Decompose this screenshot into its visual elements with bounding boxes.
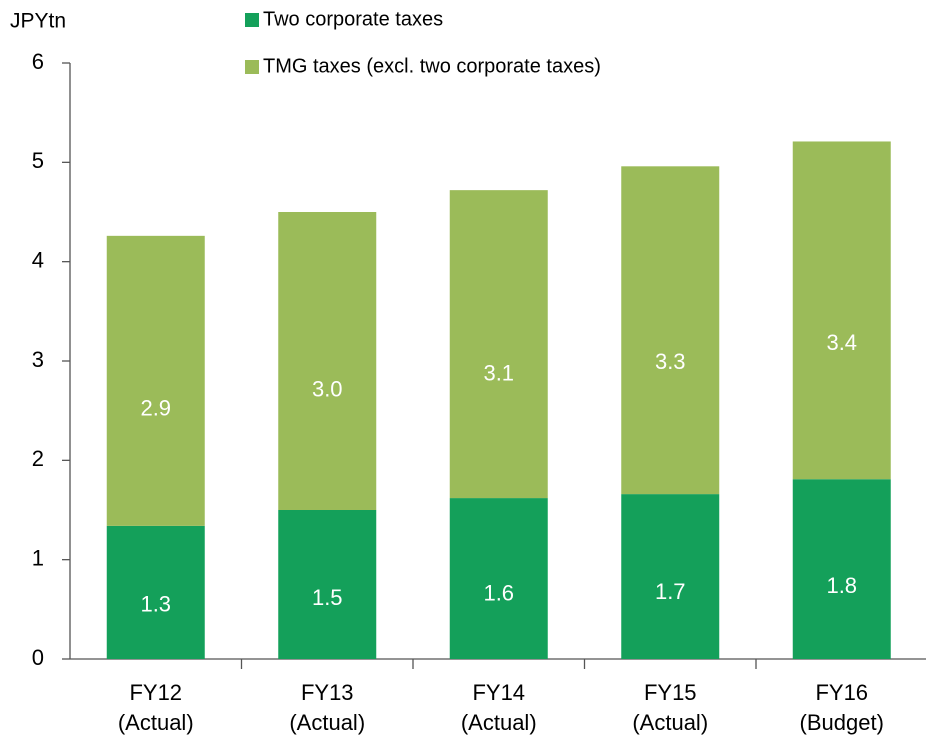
data-label: 3.3	[655, 349, 686, 374]
data-label: 1.7	[655, 579, 686, 604]
x-tick-label: (Actual)	[632, 710, 708, 735]
data-label: 1.6	[483, 580, 514, 605]
x-tick-label: FY14	[472, 680, 525, 705]
x-tick-label: (Actual)	[289, 710, 365, 735]
x-tick-label: (Budget)	[800, 710, 884, 735]
bar-segment	[278, 212, 377, 510]
bar-segment	[449, 498, 548, 659]
bar-segment	[449, 190, 548, 499]
x-tick-label: FY13	[301, 680, 354, 705]
x-tick-label: FY15	[644, 680, 697, 705]
data-label: 1.3	[140, 592, 171, 617]
bar-segment	[792, 141, 891, 480]
data-label: 1.8	[826, 573, 857, 598]
y-tick-label: 2	[32, 446, 44, 471]
data-label: 2.9	[140, 396, 171, 421]
y-tick-label: 3	[32, 347, 44, 372]
y-tick-label: 4	[32, 247, 44, 272]
x-tick-label: FY16	[815, 680, 868, 705]
bar-segment	[278, 510, 377, 659]
x-tick-label: (Actual)	[118, 710, 194, 735]
bar-segment	[106, 525, 205, 659]
legend-swatch	[245, 13, 259, 27]
x-tick-label: (Actual)	[461, 710, 537, 735]
bar-segment	[621, 494, 720, 659]
data-label: 1.5	[312, 585, 343, 610]
x-tick-label: FY12	[129, 680, 182, 705]
bar-segment	[792, 479, 891, 659]
data-label: 3.1	[483, 361, 514, 386]
legend-label: TMG taxes (excl. two corporate taxes)	[263, 55, 601, 77]
y-tick-label: 5	[32, 148, 44, 173]
data-label: 3.0	[312, 377, 343, 402]
legend-swatch	[245, 60, 259, 74]
bar-segment	[621, 166, 720, 495]
y-tick-label: 0	[32, 645, 44, 670]
y-axis-label: JPYtn	[10, 10, 66, 33]
bar-segment	[106, 235, 205, 526]
data-label: 3.4	[826, 330, 857, 355]
y-tick-label: 6	[32, 49, 44, 74]
legend-label: Two corporate taxes	[263, 8, 443, 30]
y-tick-label: 1	[32, 545, 44, 570]
